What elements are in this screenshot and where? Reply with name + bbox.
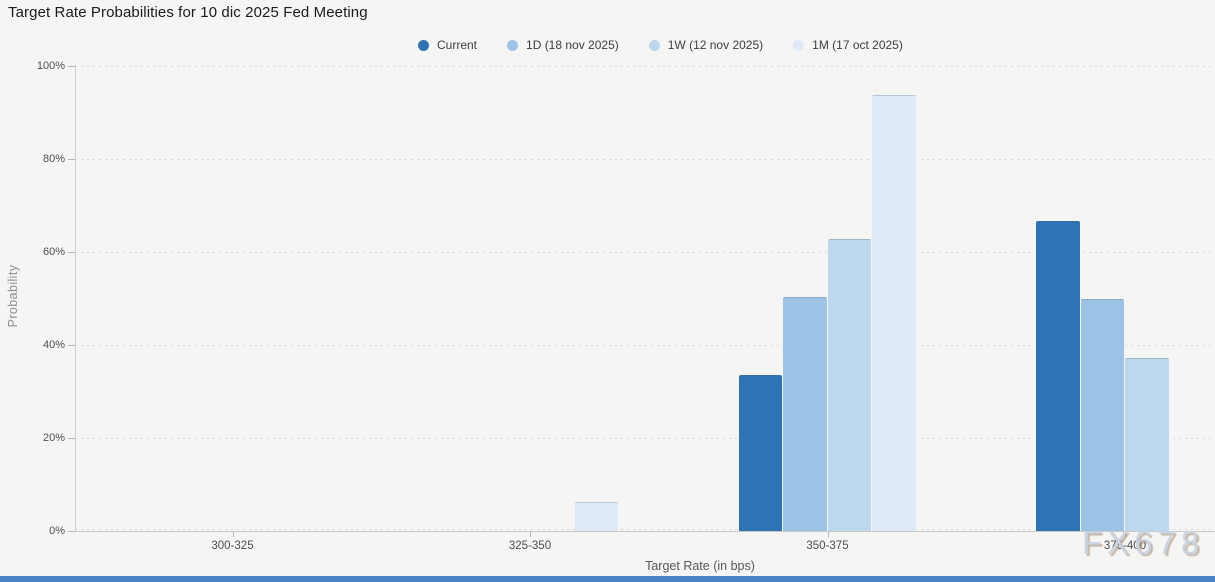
y-tick-label: 100%: [36, 59, 65, 72]
legend-label: 1W (12 nov 2025): [667, 38, 764, 52]
y-tick-20%: [68, 437, 75, 439]
gridline-80%: [75, 158, 1215, 160]
watermark: FX678: [1082, 524, 1205, 561]
x-axis-line: [75, 531, 1215, 532]
y-tick-label: 80%: [42, 152, 65, 165]
y-tick-0%: [68, 531, 75, 532]
y-tick-label: 0%: [49, 525, 65, 537]
bottom-accent-bar: [0, 576, 1215, 582]
bar-350-375-1M (17 oct 2025): [872, 94, 916, 531]
legend-label: 1D (18 nov 2025): [526, 38, 619, 52]
x-tick-label: 325-350: [508, 540, 552, 552]
x-tick-375-400: [1125, 532, 1126, 537]
gridline-40%: [75, 344, 1215, 346]
legend-dot-icon: [418, 39, 429, 51]
y-tick-label: 60%: [42, 245, 65, 258]
legend-dot-icon: [648, 39, 660, 51]
y-tick-label: 40%: [42, 338, 65, 351]
legend-item-1M (17 oct 2025)[interactable]: 1M (17 oct 2025): [793, 38, 903, 52]
legend-item-Current[interactable]: Current: [418, 38, 477, 52]
bar-350-375-1D (18 nov 2025): [783, 297, 827, 531]
legend: Current 1D (18 nov 2025) 1W (12 nov 2025) 1…: [418, 36, 903, 54]
bar-375-400-1D (18 nov 2025): [1080, 299, 1124, 531]
x-tick-300-325: [232, 532, 234, 537]
x-axis-title: Target Rate (in bps): [645, 559, 755, 573]
gridline-0: [75, 529, 1215, 530]
legend-item-1D (18 nov 2025)[interactable]: 1D (18 nov 2025): [507, 38, 619, 52]
y-tick-100%: [68, 65, 75, 67]
x-tick-label: 375-400: [1103, 540, 1147, 552]
legend-item-1W (12 nov 2025)[interactable]: 1W (12 nov 2025): [648, 38, 764, 52]
x-tick-325-350: [530, 532, 531, 537]
x-tick-label: 350-375: [806, 540, 849, 552]
legend-dot-icon: [507, 39, 519, 51]
legend-label: 1M (17 oct 2025): [812, 38, 903, 52]
y-axis-line: [75, 65, 76, 532]
y-axis-title: Probability: [6, 264, 20, 328]
legend-dot-icon: [793, 39, 805, 51]
legend-label: Current: [437, 38, 478, 52]
bar-325-350-1M (17 oct 2025): [574, 501, 618, 531]
bar-350-375-Current: [738, 375, 782, 531]
gridline-60%: [75, 251, 1215, 253]
bar-375-400-1W (12 nov 2025): [1125, 357, 1169, 531]
x-tick-350-375: [827, 532, 829, 537]
bar-350-375-1W (12 nov 2025): [827, 238, 871, 531]
chart-title: Target Rate Probabilities for 10 dic 202…: [8, 4, 368, 21]
gridline-100%: [75, 65, 1215, 67]
y-tick-80%: [68, 158, 75, 160]
bar-375-400-Current: [1036, 221, 1080, 531]
y-tick-label: 20%: [42, 431, 65, 444]
y-tick-40%: [68, 344, 75, 346]
gridline-20%: [75, 437, 1215, 439]
x-tick-label: 300-325: [211, 540, 254, 552]
y-tick-60%: [68, 251, 75, 253]
